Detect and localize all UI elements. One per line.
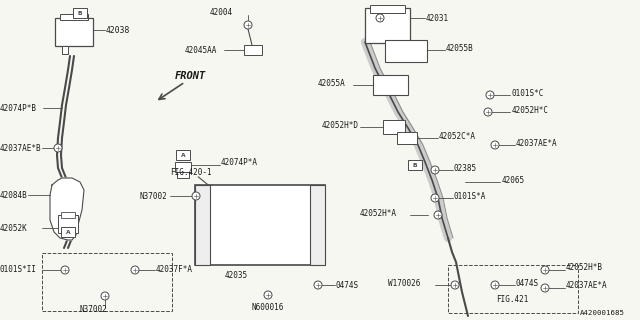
- Text: 42035: 42035: [225, 270, 248, 279]
- Bar: [60, 14, 88, 20]
- Text: 42037AE*A: 42037AE*A: [516, 139, 557, 148]
- Text: 0101S*C: 0101S*C: [512, 89, 545, 98]
- Bar: [397, 132, 417, 144]
- Text: 42074P*A: 42074P*A: [221, 157, 258, 166]
- Text: 02385: 02385: [454, 164, 477, 172]
- Text: 0101S*A: 0101S*A: [454, 191, 486, 201]
- Bar: [365, 8, 410, 43]
- Circle shape: [491, 281, 499, 289]
- Circle shape: [451, 281, 459, 289]
- Text: 42055A: 42055A: [318, 78, 346, 87]
- Circle shape: [314, 281, 322, 289]
- Text: 42037AE*A: 42037AE*A: [566, 282, 607, 291]
- Text: N37002: N37002: [80, 305, 108, 314]
- Text: B: B: [413, 163, 417, 167]
- Text: 0474S: 0474S: [516, 278, 539, 287]
- Text: 42037F*A: 42037F*A: [156, 266, 193, 275]
- Bar: [62, 46, 68, 54]
- Circle shape: [434, 211, 442, 219]
- Circle shape: [54, 144, 62, 152]
- Bar: [58, 215, 78, 233]
- Text: B: B: [77, 11, 83, 15]
- Text: 42045AA: 42045AA: [185, 45, 218, 54]
- Bar: [448, 265, 578, 313]
- Circle shape: [541, 284, 549, 292]
- Bar: [61, 212, 75, 218]
- Bar: [177, 172, 189, 178]
- Text: 42038: 42038: [106, 26, 131, 35]
- Bar: [244, 45, 262, 55]
- Bar: [42, 253, 172, 311]
- Text: 0101S*II: 0101S*II: [0, 266, 37, 275]
- Circle shape: [541, 266, 549, 274]
- Text: 42052H*B: 42052H*B: [566, 263, 603, 273]
- Bar: [195, 185, 210, 265]
- Bar: [175, 162, 191, 172]
- Text: W170026: W170026: [388, 278, 420, 287]
- Text: FIG.420-1: FIG.420-1: [170, 167, 212, 177]
- Text: 42052C*A: 42052C*A: [439, 132, 476, 140]
- Text: 42052H*C: 42052H*C: [512, 106, 549, 115]
- Text: 42084B: 42084B: [0, 190, 28, 199]
- Text: 42065: 42065: [502, 175, 525, 185]
- Text: 42052H*A: 42052H*A: [360, 209, 397, 218]
- Text: 42055B: 42055B: [446, 44, 474, 52]
- Circle shape: [431, 194, 439, 202]
- Circle shape: [192, 192, 200, 200]
- Circle shape: [244, 21, 252, 29]
- Text: A: A: [180, 153, 186, 157]
- Text: N600016: N600016: [252, 303, 284, 313]
- Bar: [383, 120, 405, 134]
- Circle shape: [101, 292, 109, 300]
- Circle shape: [484, 108, 492, 116]
- Circle shape: [131, 266, 139, 274]
- Bar: [61, 227, 75, 237]
- Text: 42037AE*B: 42037AE*B: [0, 143, 42, 153]
- Bar: [373, 75, 408, 95]
- Circle shape: [431, 166, 439, 174]
- Text: 42004: 42004: [210, 7, 233, 17]
- Text: A: A: [66, 229, 70, 235]
- Text: 0474S: 0474S: [336, 281, 359, 290]
- Bar: [55, 18, 93, 46]
- Text: 42031: 42031: [426, 13, 449, 22]
- Bar: [370, 5, 405, 13]
- Polygon shape: [50, 178, 84, 240]
- Circle shape: [486, 91, 494, 99]
- Bar: [73, 8, 87, 18]
- Text: N37002: N37002: [140, 191, 168, 201]
- Text: 42052K: 42052K: [0, 223, 28, 233]
- Bar: [176, 150, 190, 160]
- Circle shape: [376, 14, 384, 22]
- Circle shape: [491, 141, 499, 149]
- Text: FRONT: FRONT: [175, 71, 206, 81]
- Bar: [310, 185, 325, 265]
- Bar: [385, 40, 427, 62]
- Text: A420001685: A420001685: [580, 310, 625, 316]
- Text: 42052H*D: 42052H*D: [322, 121, 359, 130]
- Circle shape: [61, 266, 69, 274]
- Bar: [408, 160, 422, 170]
- Text: 42074P*B: 42074P*B: [0, 103, 37, 113]
- Bar: [195, 185, 325, 265]
- Circle shape: [264, 291, 272, 299]
- Text: FIG.421: FIG.421: [496, 295, 529, 305]
